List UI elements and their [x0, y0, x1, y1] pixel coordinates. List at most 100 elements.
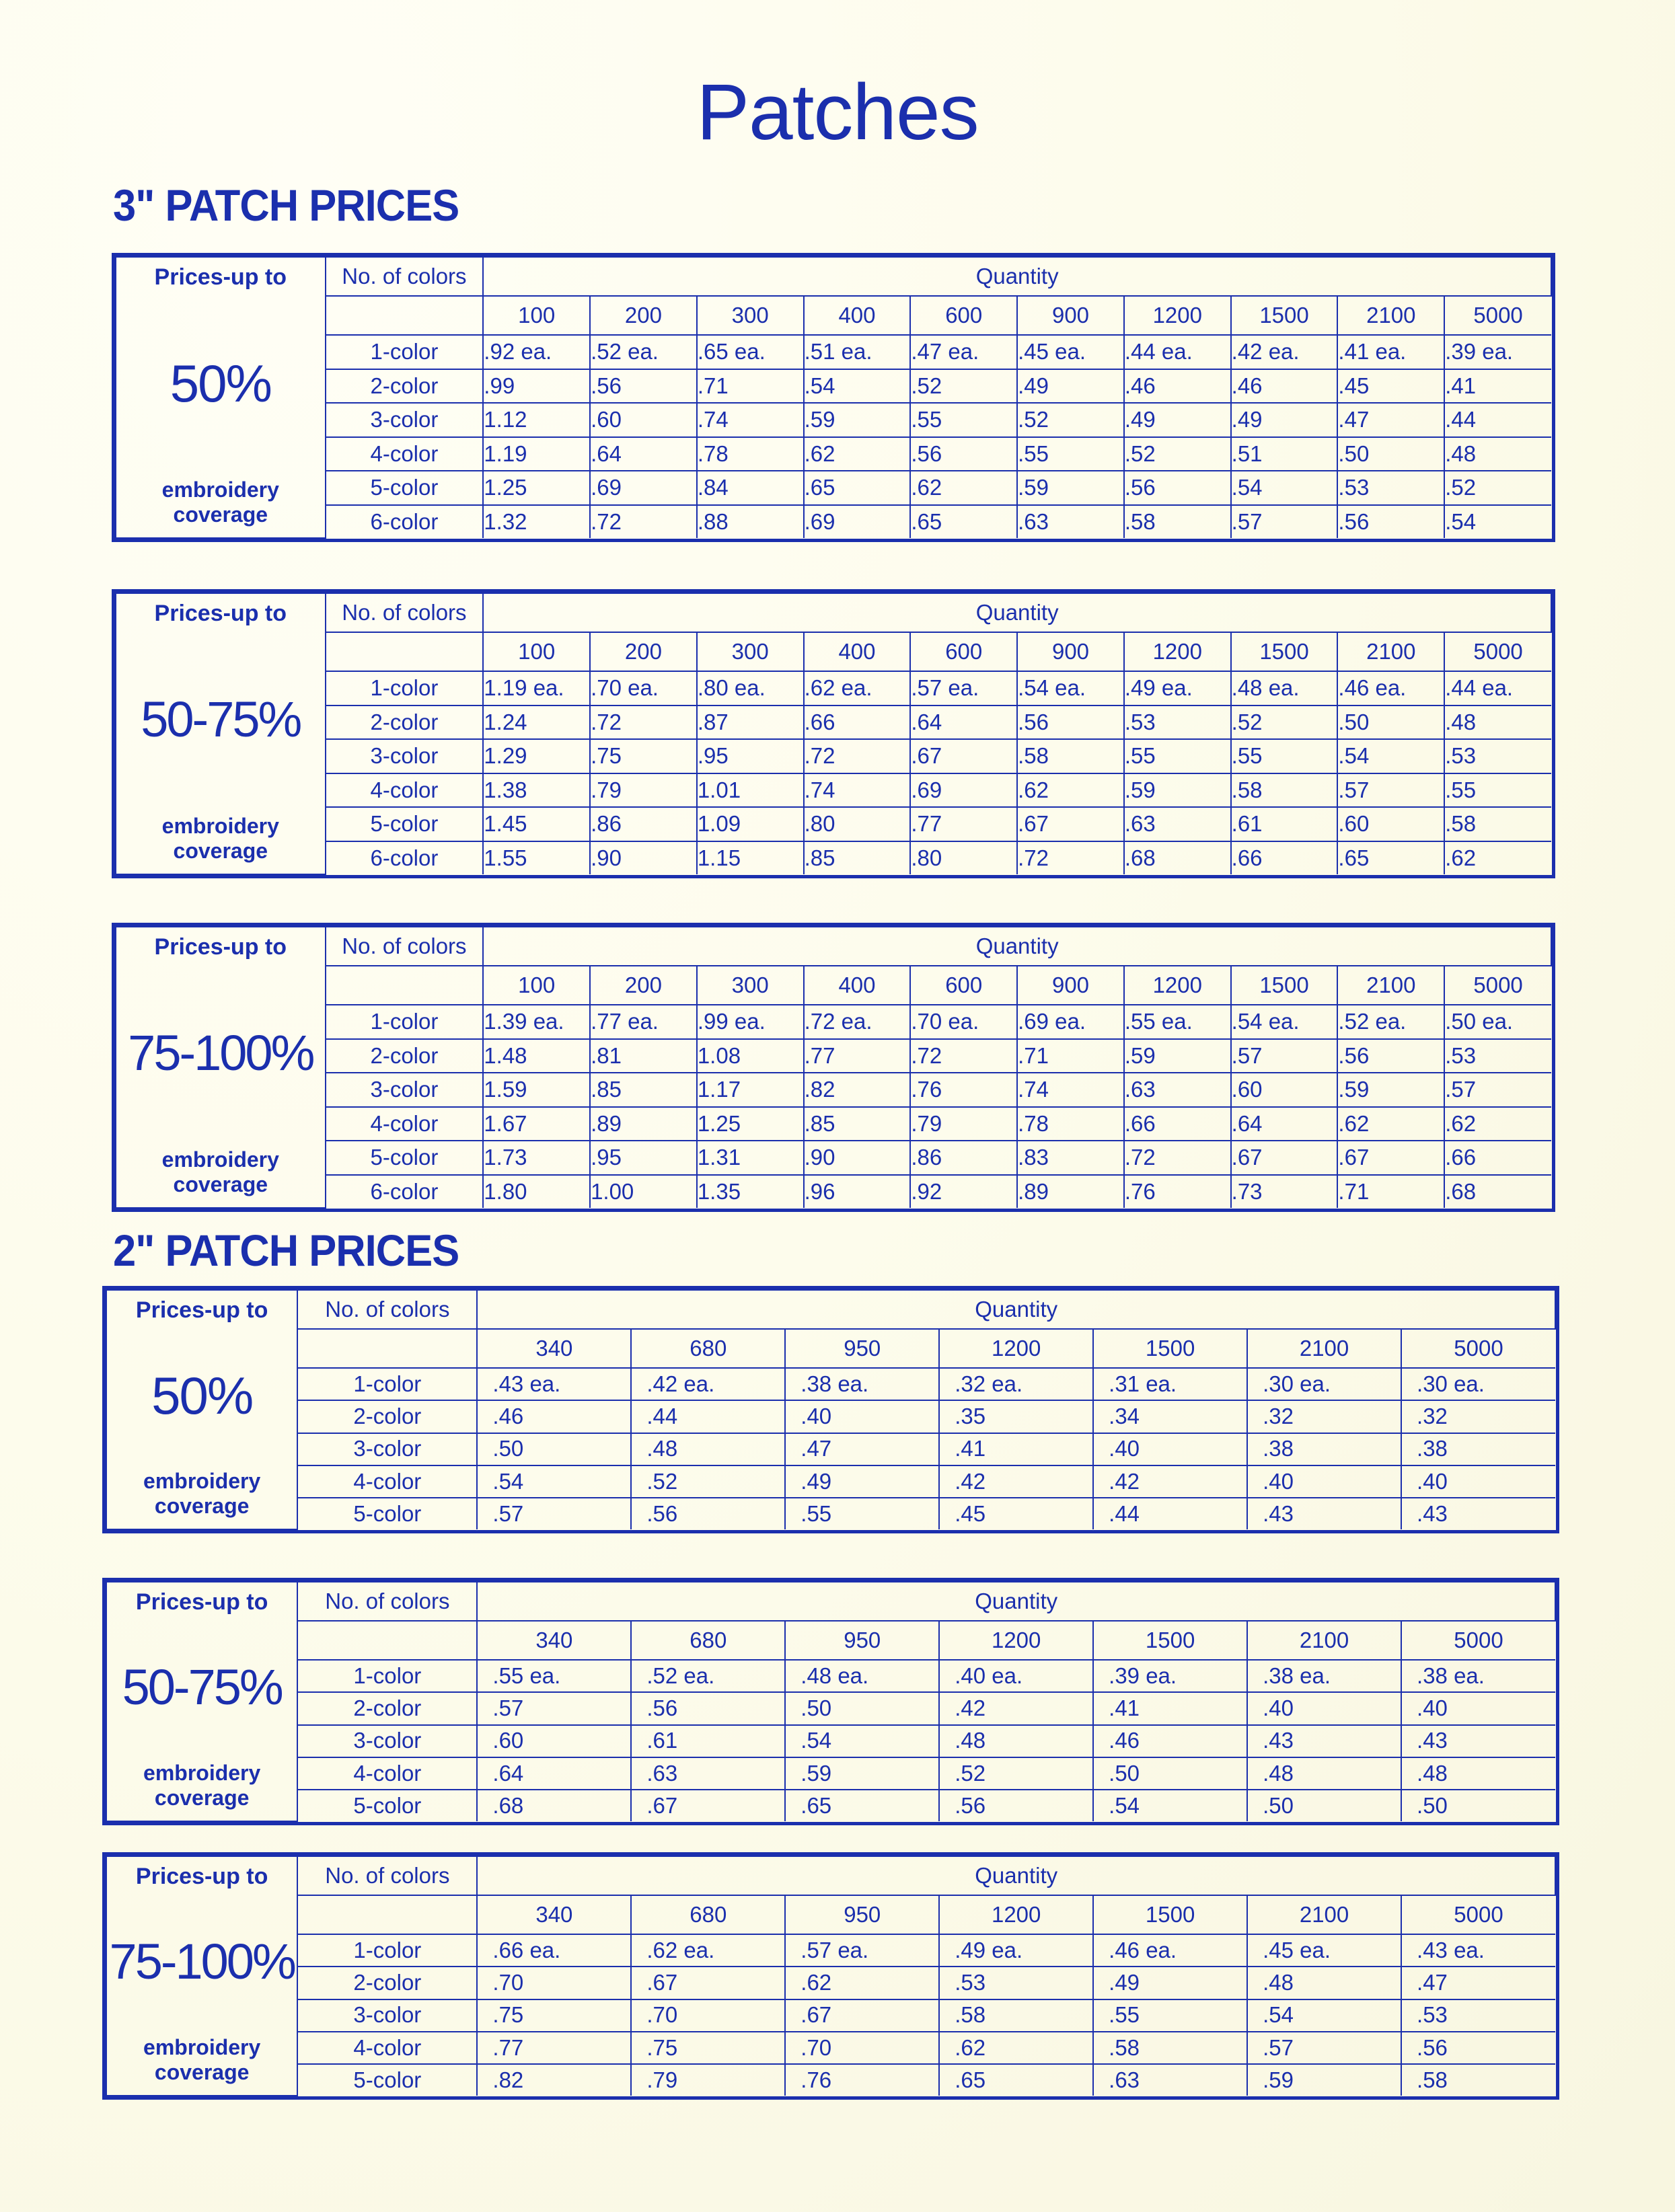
- price-cell: 1.25: [696, 1106, 805, 1142]
- price-cell: .40: [784, 1400, 940, 1434]
- price-cell: .57: [1444, 1072, 1551, 1108]
- quantity-column-header: 200: [589, 965, 698, 1005]
- price-cell: 1.01: [696, 772, 805, 808]
- price-cell: .54: [1230, 470, 1339, 506]
- price-cell: .48 ea.: [1230, 671, 1339, 706]
- quantity-column-header: 950: [784, 1895, 940, 1935]
- price-cell: .54 ea.: [1016, 671, 1125, 706]
- price-cell: .65: [1337, 840, 1446, 874]
- color-count-label: 3-color: [297, 1724, 478, 1758]
- price-cell: 1.09: [696, 806, 805, 842]
- no-of-colors-header: No. of colors: [297, 1581, 478, 1622]
- price-cell: .55 ea.: [476, 1658, 632, 1693]
- price-cell: .66: [803, 704, 911, 740]
- price-cell: .73: [1230, 1174, 1339, 1208]
- color-count-label: 1-color: [324, 334, 484, 370]
- price-cell: .40: [1092, 1432, 1249, 1466]
- price-cell: .41: [938, 1432, 1094, 1466]
- price-cell: .43: [1246, 1497, 1403, 1529]
- price-cell: .70: [784, 2030, 940, 2065]
- price-cell: .52: [1016, 402, 1125, 438]
- price-cell: .63: [1016, 504, 1125, 538]
- prices-up-to-label: Prices-up to: [135, 1864, 268, 1889]
- coverage-cell: Prices-up to 75-100% embroidery coverage: [105, 1856, 299, 2096]
- price-cell: .61: [630, 1724, 786, 1758]
- price-cell: .68: [1444, 1174, 1551, 1208]
- price-cell: .38 ea.: [784, 1367, 940, 1402]
- price-cell: .65: [803, 470, 911, 506]
- price-cell: .46: [1092, 1724, 1249, 1758]
- price-cell: .66 ea.: [476, 1933, 632, 1968]
- price-cell: .67: [784, 1998, 940, 2032]
- price-cell: .31 ea.: [1092, 1367, 1249, 1402]
- price-cell: .60: [1230, 1072, 1339, 1108]
- price-cell: .42 ea.: [1230, 334, 1339, 370]
- no-of-colors-header: No. of colors: [324, 926, 484, 966]
- price-cell: .95: [589, 1140, 698, 1176]
- price-cell: .65: [938, 2063, 1094, 2096]
- price-table-2in-50: Prices-up to 50% embroidery coverage No. of …: [102, 1286, 1559, 1533]
- color-count-label: 4-color: [297, 1756, 478, 1791]
- color-count-label: 5-color: [297, 1789, 478, 1821]
- price-cell: .42: [1092, 1464, 1249, 1499]
- color-count-label: 2-color: [324, 1038, 484, 1074]
- price-cell: .50 ea.: [1444, 1004, 1551, 1040]
- price-cell: .30 ea.: [1401, 1367, 1555, 1402]
- quantity-column-header: 2100: [1337, 965, 1446, 1005]
- table-row: 2-color .99.56.71.54.52.49.46.46.45.41: [116, 368, 1551, 404]
- price-cell: .61: [1230, 806, 1339, 842]
- price-cell: .46: [1123, 368, 1232, 404]
- price-cell: .40 ea.: [938, 1658, 1094, 1693]
- quantity-column-header: 2100: [1246, 1328, 1403, 1369]
- price-cell: 1.38: [482, 772, 591, 808]
- price-cell: .50: [1401, 1789, 1555, 1821]
- coverage-caption: embroidery coverage: [161, 813, 279, 864]
- price-cell: .56: [938, 1789, 1094, 1821]
- price-cell: .40: [1401, 1464, 1555, 1499]
- price-cell: .42: [938, 1691, 1094, 1726]
- table-row: 2-color .46.44.40.35.34.32.32: [106, 1400, 1555, 1434]
- price-cell: .92: [909, 1174, 1018, 1208]
- price-cell: .50: [784, 1691, 940, 1726]
- price-cell: .64: [1230, 1106, 1339, 1142]
- price-cell: .83: [1016, 1140, 1125, 1176]
- price-cell: .56: [1401, 2030, 1555, 2065]
- color-count-label: 1-color: [297, 1367, 478, 1402]
- price-cell: .65: [909, 504, 1018, 538]
- quantity-column-header: 2100: [1337, 295, 1446, 336]
- price-cell: .53: [1401, 1998, 1555, 2032]
- price-cell: .69: [589, 470, 698, 506]
- table-row: 3-color 1.29.75.95.72.67.58.55.55.54.53: [116, 738, 1551, 774]
- price-cell: .79: [630, 2063, 786, 2096]
- price-cell: .51: [1230, 436, 1339, 472]
- price-cell: .52: [1230, 704, 1339, 740]
- price-cell: .70: [476, 1966, 632, 2000]
- price-cell: .79: [589, 772, 698, 808]
- quantity-column-header: 680: [630, 1895, 786, 1935]
- quantity-column-header: 2100: [1246, 1620, 1403, 1661]
- table-row: 1-color 1.19 ea. .70 ea. .80 ea. .62 ea. .57 …: [116, 671, 1551, 706]
- price-cell: .66: [1123, 1106, 1232, 1142]
- price-cell: .63: [1123, 1072, 1232, 1108]
- price-cell: .53: [938, 1966, 1094, 2000]
- price-cell: .54: [1092, 1789, 1249, 1821]
- price-cell: .69: [909, 772, 1018, 808]
- quantity-column-header: 2100: [1246, 1895, 1403, 1935]
- coverage-caption: embroidery coverage: [161, 1147, 279, 1197]
- price-cell: .75: [589, 738, 698, 774]
- price-cell: .52: [630, 1464, 786, 1499]
- table-row: 1-color .55 ea. .52 ea. .48 ea. .40 ea. .39 e…: [106, 1658, 1555, 1693]
- coverage-caption: embroidery coverage: [143, 1760, 261, 1810]
- quantity-column-header: 1200: [1123, 632, 1232, 672]
- quantity-column-header: 1500: [1092, 1328, 1249, 1369]
- price-cell: .54: [476, 1464, 632, 1499]
- price-cell: .58: [1123, 504, 1232, 538]
- color-count-label: 2-color: [324, 368, 484, 404]
- price-cell: .48: [1246, 1756, 1403, 1791]
- price-cell: .72: [589, 704, 698, 740]
- color-count-label: 2-color: [297, 1691, 478, 1726]
- price-cell: .43 ea.: [1401, 1933, 1555, 1968]
- price-cell: .58: [1401, 2063, 1555, 2096]
- price-cell: .41: [1444, 368, 1551, 404]
